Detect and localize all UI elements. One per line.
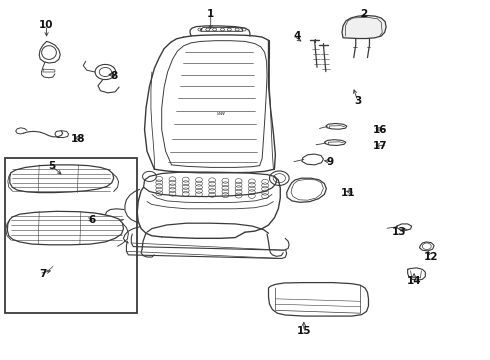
Text: 3: 3 <box>354 96 361 106</box>
Text: 18: 18 <box>71 134 86 144</box>
Text: 16: 16 <box>372 125 387 135</box>
Text: 4: 4 <box>294 31 301 41</box>
Polygon shape <box>324 140 346 145</box>
Polygon shape <box>287 178 326 202</box>
Text: 17: 17 <box>372 141 387 151</box>
Text: 1: 1 <box>207 9 214 19</box>
Text: 15: 15 <box>296 326 311 336</box>
Polygon shape <box>326 123 347 129</box>
Text: 8: 8 <box>110 71 118 81</box>
Text: 5: 5 <box>48 161 55 171</box>
Text: 11: 11 <box>341 188 355 198</box>
Text: 12: 12 <box>424 252 439 262</box>
Text: 7: 7 <box>39 269 47 279</box>
Text: 2: 2 <box>360 9 368 19</box>
Text: 14: 14 <box>407 276 421 286</box>
Polygon shape <box>302 154 323 165</box>
FancyBboxPatch shape <box>5 158 137 313</box>
Text: ww: ww <box>217 111 226 116</box>
Text: 6: 6 <box>88 215 96 225</box>
Polygon shape <box>10 165 114 193</box>
Text: 13: 13 <box>392 227 407 237</box>
Polygon shape <box>269 283 368 316</box>
Polygon shape <box>342 15 386 39</box>
Text: 9: 9 <box>326 157 333 167</box>
Polygon shape <box>144 172 277 197</box>
Text: 10: 10 <box>39 20 54 30</box>
Polygon shape <box>7 211 123 245</box>
